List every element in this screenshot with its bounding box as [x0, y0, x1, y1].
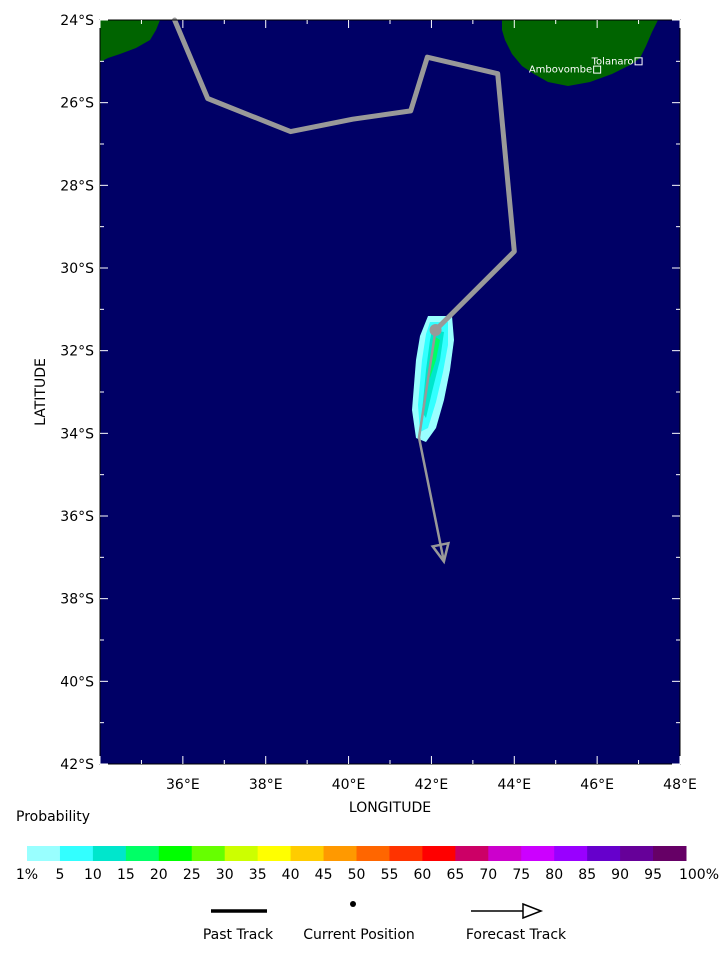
colorbar-swatch	[59, 846, 94, 861]
track-legend: Past Track Current Position Forecast Tra…	[203, 901, 567, 943]
colorbar-swatch	[422, 846, 456, 861]
colorbar-swatch	[27, 846, 61, 861]
past-track-legend-label: Past Track	[203, 927, 274, 943]
swath-10pct	[422, 330, 444, 418]
colorbar-swatch	[92, 846, 127, 861]
colorbar-label: 75	[512, 867, 530, 883]
colorbar-swatch	[389, 846, 423, 861]
lat-tick-label: 28°S	[60, 178, 94, 194]
colorbar-label: 55	[381, 867, 399, 883]
lon-tick-label: 46°E	[580, 777, 614, 793]
lat-tick-label: 40°S	[60, 674, 94, 690]
colorbar-label: 85	[578, 867, 596, 883]
colorbar-swatch	[290, 846, 325, 861]
land-madagascar	[502, 20, 658, 86]
forecast-track-legend-label: Forecast Track	[466, 927, 567, 943]
colorbar-swatch	[620, 846, 654, 861]
legend-title: Probability	[16, 809, 90, 825]
lat-tick-label: 32°S	[60, 344, 94, 360]
colorbar-label: 80	[545, 867, 563, 883]
colorbar-label: 15	[117, 867, 135, 883]
lat-tick-label: 24°S	[60, 13, 94, 29]
colorbar-swatch	[125, 846, 160, 861]
current-position-legend-dot	[350, 901, 356, 907]
latitude-axis: 24°S 26°S 28°S 30°S 32°S 34°S 36°S 38°S 40°S 42°S	[60, 13, 680, 773]
ocean-background	[100, 20, 680, 764]
lat-tick-label: 34°S	[60, 426, 94, 442]
colorbar-swatch	[488, 846, 522, 861]
forecast-track-line	[417, 329, 446, 562]
city-label: Ambovombe	[529, 65, 592, 76]
colorbar-label: 40	[282, 867, 300, 883]
colorbar-swatch	[191, 846, 226, 861]
lon-tick-label: 40°E	[332, 777, 366, 793]
past-track-line	[172, 17, 517, 333]
colorbar-label: 50	[348, 867, 366, 883]
colorbar-swatch	[158, 846, 193, 861]
land-africa	[100, 20, 160, 62]
colorbar-label: 65	[446, 867, 464, 883]
current-position-legend-label: Current Position	[303, 927, 415, 943]
colorbar-swatch	[455, 846, 489, 861]
city-label: Tolanaro	[591, 56, 634, 67]
lat-tick-label: 26°S	[60, 96, 94, 112]
colorbar-swatch	[356, 846, 390, 861]
city-marker	[634, 57, 643, 66]
lon-tick-label: 42°E	[415, 777, 449, 793]
lat-tick-label: 38°S	[60, 592, 94, 608]
lat-tick-label: 30°S	[60, 261, 94, 277]
lat-tick-label: 36°S	[60, 509, 94, 525]
probability-legend: Probability 1% 5 10 15 20 25 30 35 40 45 50 55 60 65 7…	[16, 809, 719, 883]
colorbar-label: 20	[150, 867, 168, 883]
colorbar-swatch	[653, 846, 687, 861]
colorbar-labels: 1% 5 10 15 20 25 30 35 40 45 50 55 60 65 70 75 80 85 90 95 1…	[16, 867, 719, 883]
colorbar-label: 5	[56, 867, 65, 883]
y-axis-title: LATITUDE	[33, 358, 49, 426]
x-axis-title: LONGITUDE	[349, 800, 431, 816]
colorbar-label: 95	[644, 867, 662, 883]
forecast-arrowhead	[430, 541, 451, 565]
colorbar-swatch	[323, 846, 357, 861]
colorbar-swatch	[257, 846, 292, 861]
colorbar-label: 90	[611, 867, 629, 883]
longitude-axis: 36°E 38°E 40°E 42°E 44°E 46°E 48°E	[99, 20, 697, 793]
colorbar-label: 45	[315, 867, 333, 883]
current-position-marker	[429, 324, 442, 336]
colorbar-swatch	[224, 846, 259, 861]
lon-tick-label: 38°E	[249, 777, 283, 793]
lat-tick-label: 42°S	[60, 757, 94, 773]
colorbar-label: 60	[413, 867, 431, 883]
colorbar-label: 1%	[16, 867, 38, 883]
colorbar-swatch	[521, 846, 555, 861]
colorbar-label: 10	[84, 867, 102, 883]
lon-tick-label: 48°E	[663, 777, 697, 793]
lon-tick-label: 36°E	[166, 777, 200, 793]
colorbar-label: 25	[183, 867, 201, 883]
colorbar-label: 35	[249, 867, 267, 883]
colorbar-label: 30	[216, 867, 234, 883]
colorbar-label: 70	[479, 867, 497, 883]
lon-tick-label: 44°E	[497, 777, 531, 793]
city-marker	[593, 65, 602, 74]
colorbar-label: 100%	[679, 867, 719, 883]
colorbar-swatch	[554, 846, 588, 861]
colorbar-swatch	[587, 846, 621, 861]
forecast-track-legend-arrow	[522, 902, 544, 920]
colorbar	[27, 846, 687, 861]
